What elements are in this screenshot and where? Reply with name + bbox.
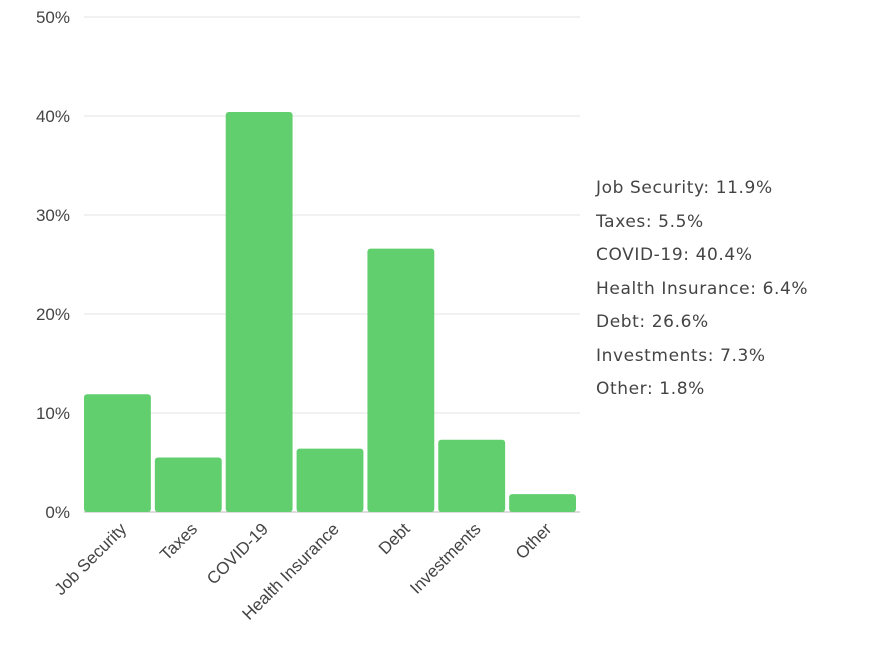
- x-tick-label: Debt: [375, 519, 414, 558]
- y-tick-label: 0%: [45, 503, 70, 522]
- y-axis-ticks: 0% 10% 20% 30% 40% 50%: [36, 8, 70, 522]
- x-tick-label: COVID-19: [203, 519, 272, 588]
- bar: [225, 112, 293, 512]
- legend-item: Job Security: 11.9%: [596, 178, 773, 198]
- gridlines: [84, 16, 580, 513]
- legend-item: Health Insurance: 6.4%: [596, 278, 809, 299]
- legend-item: Other: 1.8%: [596, 379, 705, 399]
- bar: [509, 494, 576, 512]
- bar: [367, 248, 435, 512]
- bar: [438, 439, 506, 512]
- legend-item: Investments: 7.3%: [596, 345, 766, 366]
- x-tick-label: Investments: [406, 519, 484, 597]
- bars: [84, 112, 576, 512]
- bar: [154, 457, 222, 512]
- y-tick-label: 50%: [36, 8, 70, 27]
- y-tick-label: 10%: [36, 404, 70, 423]
- x-tick-label: Taxes: [156, 519, 201, 564]
- y-tick-label: 20%: [36, 305, 70, 324]
- value-legend: Job Security: 11.9% Taxes: 5.5% COVID-19: …: [596, 174, 808, 409]
- x-tick-label: Job Security: [51, 519, 131, 599]
- legend-item: Taxes: 5.5%: [596, 211, 704, 232]
- x-tick-label: Other: [512, 519, 556, 563]
- legend-item: COVID-19: 40.4%: [596, 245, 753, 265]
- y-tick-label: 40%: [36, 107, 70, 126]
- legend-item: Debt: 26.6%: [596, 312, 709, 332]
- bar: [296, 448, 364, 512]
- y-tick-label: 30%: [36, 206, 70, 225]
- bar: [84, 394, 151, 512]
